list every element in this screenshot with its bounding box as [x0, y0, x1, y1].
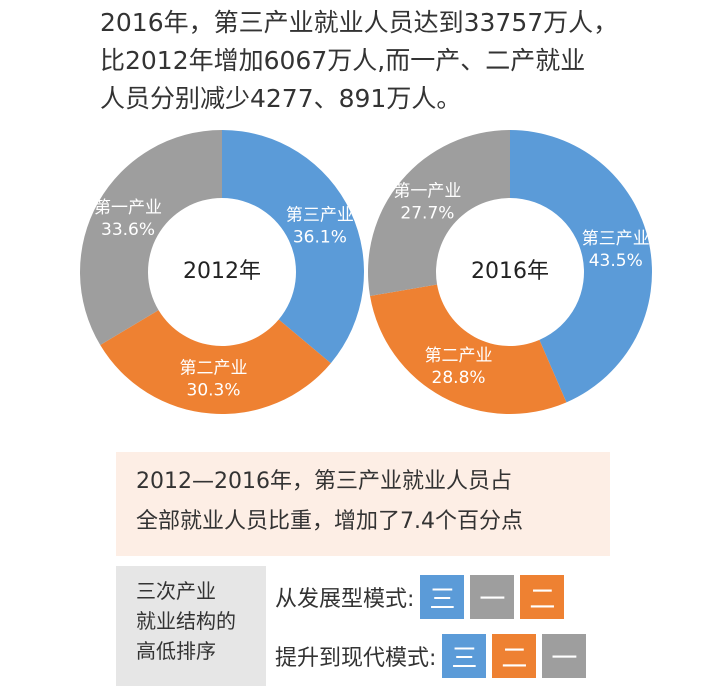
header-line: 比2012年增加6067万人,而一产、二产就业: [100, 46, 586, 75]
rank-box: 二: [492, 634, 537, 678]
donut-segment: [100, 310, 331, 414]
donut-segment: [80, 130, 222, 346]
mode: 从发展型模式:: [275, 587, 415, 612]
header-line: 人员分别减少4277、891万人。: [100, 84, 462, 113]
mode: 提升到现代模式:: [275, 646, 437, 671]
donut-segment: [370, 284, 567, 414]
note-line: 2012—2016年，第三产业就业人员占: [136, 469, 512, 494]
label-line: 就业结构的: [136, 609, 236, 633]
segment-value: 43.5%: [589, 251, 643, 271]
note: 2012—2016年，第三产业就业人员占 全部就业人员比重，增加了7.4个百分点: [116, 452, 610, 556]
donut-segment: [510, 130, 652, 403]
rank-box: 一: [470, 575, 515, 619]
donut-center-label: 2016年: [471, 259, 549, 284]
header: 2016年，第三产业就业人员达到33757万人， 比2012年增加6067万人,…: [100, 4, 618, 118]
segment-value: 30.3%: [187, 381, 241, 401]
rank-box: 三: [442, 634, 487, 678]
ranking-row: 从发展型模式: 三 一 二: [275, 575, 565, 619]
charts: 第三产业36.1%第二产业30.3%第一产业33.6%2012年第三产业43.5…: [80, 130, 652, 414]
segment-value: 36.1%: [293, 227, 347, 247]
note-line: 全部就业人员比重，增加了7.4个百分点: [136, 509, 523, 534]
segment-value: 33.6%: [101, 220, 155, 240]
donut-segment: [222, 130, 365, 364]
segment-name: 第一产业: [94, 198, 162, 218]
ranking-row: 提升到现代模式: 三 二 一: [275, 634, 587, 678]
segment-name: 第三产业: [286, 205, 354, 225]
segment-value: 27.7%: [400, 203, 454, 223]
donut-center-label: 2012年: [183, 259, 261, 284]
segment-name: 第三产业: [582, 229, 650, 249]
rank-box: 一: [542, 634, 587, 678]
segment-name: 第二产业: [425, 346, 493, 366]
header-line: 2016年，第三产业就业人员达到33757万人，: [100, 8, 619, 37]
donut-segment: [368, 130, 510, 296]
rank-box: 三: [420, 575, 465, 619]
ranking-label: 三次产业 就业结构的 高低排序: [116, 566, 266, 686]
rank-box: 二: [520, 575, 565, 619]
label-line: 三次产业: [136, 579, 216, 603]
segment-name: 第一产业: [393, 181, 461, 201]
segment-value: 28.8%: [432, 368, 486, 388]
segment-name: 第二产业: [180, 359, 248, 379]
label-line: 高低排序: [136, 639, 216, 663]
